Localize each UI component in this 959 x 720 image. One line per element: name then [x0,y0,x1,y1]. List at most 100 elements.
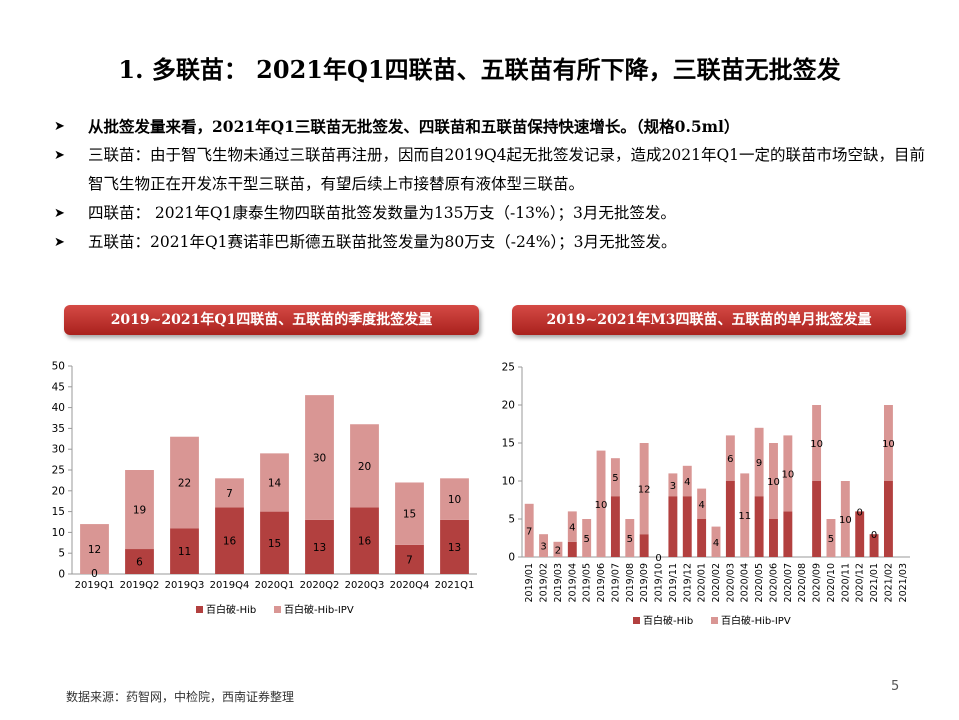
y-tick-label: 10 [502,476,515,488]
data-label: 10 [810,439,823,450]
bar-hib-ipv [539,534,549,557]
data-label: 16 [358,536,372,548]
bar-hib [855,511,865,557]
bar-hib-ipv [826,519,836,557]
bar-hib-ipv [567,511,577,542]
x-tick-label: 2021Q1 [435,580,475,591]
bar-hib-ipv [725,435,735,481]
left-chart-banner: 2019~2021年Q1四联苗、五联苗的季度批签发量 [64,305,479,335]
bar-hib-ipv [668,473,678,497]
bar-hib-ipv [350,424,379,508]
x-tick-label: 2020Q3 [345,580,385,591]
bar-hib-ipv [840,481,850,557]
y-tick-label: 0 [508,552,515,564]
y-tick-label: 10 [52,527,65,539]
data-label: 5 [583,534,589,545]
right-chart-banner: 2019~2021年M3四联苗、五联苗的单月批签发量 [512,305,906,335]
bar-hib [395,544,424,574]
bar-hib-ipv [582,519,592,557]
data-label: 15 [403,509,416,521]
bar-hib [725,481,735,557]
bar-hib-ipv [711,526,721,557]
bar-hib-ipv [170,436,199,529]
x-tick-label: 2021/03 [898,563,909,602]
bar-hib [883,481,893,557]
x-tick-label: 2020/11 [840,563,851,602]
bar-hib [812,481,822,557]
x-tick-label: 2019/08 [625,563,636,602]
data-label: 12 [88,544,101,556]
data-label: 13 [313,542,326,554]
legend-label-hib-ipv: 百白破-Hib-IPV [284,603,354,616]
data-label: 10 [767,477,780,488]
data-label: 30 [313,453,326,465]
data-label: 20 [358,461,371,473]
bar-hib [215,507,244,574]
data-label: 14 [268,477,282,489]
x-tick-label: 2019Q3 [165,580,205,591]
data-label: 15 [268,538,281,550]
bullet-item: ➤ 五联苗：2021年Q1赛诺菲巴斯德五联苗批签发量为80万支（-24%）；3月… [52,228,932,257]
bar-hib-ipv [639,443,649,535]
bullet-item: ➤ 四联苗： 2021年Q1康泰生物四联苗批签发数量为135万支（-13%）；3… [52,199,932,228]
data-label: 10 [882,439,895,450]
bar-hib [610,496,620,557]
bar-hib-ipv [783,435,793,512]
data-label: 5 [612,473,618,484]
bar-hib [769,519,778,557]
x-tick-label: 2019/02 [539,563,550,602]
bar-hib-ipv [440,478,469,520]
legend-label-hib-ipv: 百白破-Hib-IPV [721,614,791,627]
data-label: 4 [698,500,704,511]
bar-hib-ipv [305,395,334,520]
bullet-item: ➤ 从批签发量来看，2021年Q1三联苗无批签发、四联苗和五联苗保持快速增长。（… [52,112,932,141]
bar-hib [639,534,649,557]
bar-hib [260,511,289,574]
bar-hib-ipv [260,453,289,512]
source-note: 数据来源：药智网，中检院，西南证券整理 [66,690,295,704]
data-label: 5 [627,534,633,545]
x-tick-label: 2019/05 [582,563,593,602]
bar-hib-ipv [610,458,620,497]
y-tick-label: 15 [52,506,65,518]
x-tick-label: 2020/05 [754,563,765,602]
data-label: 12 [638,485,651,496]
data-label: 13 [448,542,461,554]
bar-hib [125,549,154,574]
x-tick-label: 2020/07 [783,563,794,602]
bar-hib [668,496,678,557]
data-label: 7 [226,488,233,500]
arrow-bullet-icon: ➤ [54,235,65,250]
y-tick-label: 20 [502,400,515,412]
bar-hib [567,541,577,557]
page-title: 1. 多联苗： 2021年Q1四联苗、五联苗有所下降，三联苗无批签发 [118,55,841,84]
x-tick-label: 2019Q1 [75,580,115,591]
bullet-text: 四联苗： 2021年Q1康泰生物四联苗批签发数量为135万支（-13%）；3月无… [88,204,676,222]
x-tick-label: 2019/04 [567,563,578,602]
data-label: 0 [655,553,661,564]
arrow-bullet-icon: ➤ [54,119,65,134]
bar-hib [440,519,469,574]
x-tick-label: 2019Q4 [210,580,250,591]
x-tick-label: 2020/03 [725,563,736,602]
bullet-item: ➤ 三联苗：由于智飞生物未通过三联苗再注册，因而自2019Q4起无批签发记录，造… [52,141,932,199]
data-label: 22 [178,477,191,489]
y-tick-label: 5 [58,548,65,560]
bullet-text: 三联苗：由于智飞生物未通过三联苗再注册，因而自2019Q4起无批签发记录，造成2… [88,146,926,193]
data-label: 10 [595,500,608,511]
y-tick-label: 5 [508,514,515,526]
data-label: 10 [781,469,794,480]
x-tick-label: 2019/03 [553,563,564,602]
x-tick-label: 2021/02 [883,563,894,602]
x-tick-label: 2019/07 [610,563,621,602]
bar-hib [869,534,879,557]
x-tick-label: 2019/09 [639,563,650,602]
x-tick-label: 2019/12 [682,563,693,602]
data-label: 9 [756,458,762,469]
bar-hib-ipv [754,427,764,497]
data-label: 11 [738,511,751,522]
data-label: 19 [133,505,146,517]
data-label: 11 [178,546,191,558]
y-tick-label: 40 [52,402,65,414]
